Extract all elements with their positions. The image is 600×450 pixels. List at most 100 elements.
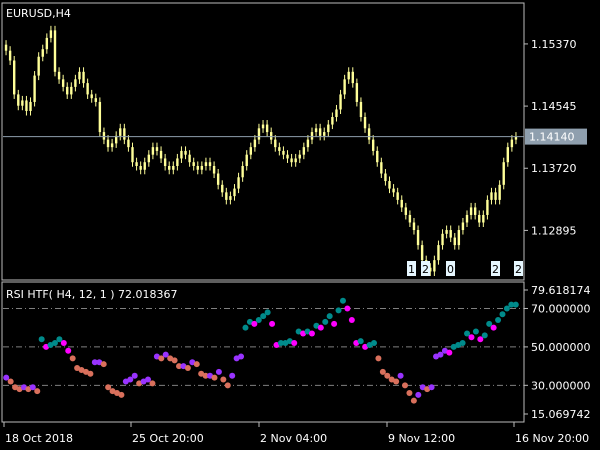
candle-body bbox=[102, 132, 106, 140]
candle-body bbox=[90, 94, 93, 99]
rsi-dot bbox=[468, 334, 475, 341]
candle-body bbox=[172, 165, 175, 170]
rsi-dot bbox=[211, 374, 218, 381]
rsi-dot bbox=[499, 311, 506, 318]
price-tick-label: 1.12895 bbox=[531, 224, 577, 237]
rsi-dot bbox=[393, 378, 400, 385]
candle-body bbox=[469, 207, 473, 215]
time-axis: 18 Oct 2018 25 Oct 20:00 2 Nov 04:00 9 Nov … bbox=[3, 422, 589, 445]
rsi-dot bbox=[464, 330, 471, 337]
candle-body bbox=[404, 207, 408, 215]
bar-marker-label: 2 bbox=[515, 263, 522, 276]
rsi-dot bbox=[339, 297, 346, 304]
rsi-dot bbox=[162, 351, 169, 358]
rsi-dot bbox=[335, 307, 342, 314]
rsi-dot bbox=[269, 320, 276, 327]
candle-body bbox=[314, 128, 318, 133]
candle-body bbox=[196, 165, 199, 170]
price-axis: 1.15370 1.14545 1.13720 1.12895 bbox=[524, 38, 577, 237]
candle-body bbox=[45, 37, 49, 50]
candle-body bbox=[208, 162, 212, 166]
rsi-dot bbox=[459, 340, 466, 347]
rsi-dot bbox=[277, 340, 284, 347]
indicator-tick-label: 15.069742 bbox=[531, 408, 591, 421]
rsi-dot bbox=[29, 384, 36, 391]
candle-body bbox=[66, 86, 69, 95]
candle-body bbox=[57, 71, 61, 80]
candle-body bbox=[212, 165, 216, 174]
candle-body bbox=[135, 162, 138, 166]
candle-body bbox=[457, 230, 461, 246]
rsi-level-lines bbox=[3, 307, 524, 386]
candle-body bbox=[510, 139, 514, 148]
candle-body bbox=[331, 117, 334, 125]
rsi-dot bbox=[344, 305, 351, 312]
price-candles bbox=[4, 25, 518, 276]
rsi-dot bbox=[402, 382, 409, 389]
rsi-dot bbox=[51, 340, 58, 347]
candle-body bbox=[17, 94, 20, 106]
candle-body bbox=[216, 173, 220, 185]
rsi-dot bbox=[215, 368, 222, 375]
candle-body bbox=[25, 100, 28, 111]
rsi-dot bbox=[503, 305, 510, 312]
rsi-dot bbox=[379, 368, 386, 375]
candle-body bbox=[41, 49, 44, 57]
candle-body bbox=[453, 237, 456, 246]
rsi-dot bbox=[202, 372, 209, 379]
indicator-title: RSI HTF( H4, 12, 1 ) 72.018367 bbox=[6, 288, 178, 301]
candle-body bbox=[494, 192, 497, 200]
rsi-dot bbox=[105, 384, 112, 391]
indicator-tick-label: 70.000000 bbox=[531, 302, 591, 315]
candle-body bbox=[408, 214, 412, 223]
price-tick-label: 1.15370 bbox=[531, 38, 577, 51]
rsi-dot bbox=[60, 340, 67, 347]
candle-body bbox=[514, 136, 518, 140]
candle-body bbox=[70, 86, 73, 95]
rsi-dot bbox=[145, 376, 152, 383]
candle-body bbox=[229, 196, 232, 200]
candle-body bbox=[249, 147, 253, 155]
candle-body bbox=[355, 83, 359, 102]
rsi-dot bbox=[490, 324, 497, 331]
candle-body bbox=[290, 158, 293, 163]
candle-body bbox=[86, 83, 89, 95]
rsi-dot bbox=[242, 324, 249, 331]
candle-body bbox=[302, 147, 306, 155]
candle-body bbox=[147, 154, 151, 163]
rsi-dot bbox=[512, 301, 519, 308]
candle-body bbox=[486, 199, 489, 215]
candle-body bbox=[498, 184, 501, 200]
rsi-dot bbox=[481, 332, 488, 339]
rsi-dot bbox=[176, 363, 183, 370]
price-tick-label: 1.13720 bbox=[531, 162, 577, 175]
candle-body bbox=[363, 117, 367, 129]
bar-marker-label: 0 bbox=[447, 263, 454, 276]
bar-marker-box bbox=[407, 261, 416, 276]
bar-marker-box bbox=[446, 261, 455, 276]
rsi-dot bbox=[87, 370, 94, 377]
rsi-dot bbox=[375, 355, 382, 362]
candle-body bbox=[274, 139, 277, 148]
rsi-dot bbox=[317, 324, 324, 331]
rsi-dot bbox=[100, 361, 107, 368]
rsi-dot bbox=[149, 380, 156, 387]
time-tick-label: 25 Oct 20:00 bbox=[132, 432, 204, 445]
candle-body bbox=[200, 165, 204, 170]
bar-marker-label: 2 bbox=[492, 263, 499, 276]
rsi-dot bbox=[260, 313, 267, 320]
rsi-dot bbox=[251, 320, 258, 327]
candle-body bbox=[127, 139, 130, 148]
candle-body bbox=[151, 147, 155, 155]
rsi-dot bbox=[7, 378, 14, 385]
candle-body bbox=[461, 222, 465, 231]
candle-body bbox=[371, 139, 375, 151]
candle-body bbox=[343, 79, 346, 95]
rsi-dot bbox=[446, 349, 453, 356]
rsi-dot bbox=[158, 355, 165, 362]
candle-body bbox=[143, 162, 146, 170]
rsi-dot bbox=[410, 397, 417, 404]
candle-body bbox=[473, 207, 477, 215]
candle-body bbox=[49, 30, 53, 38]
